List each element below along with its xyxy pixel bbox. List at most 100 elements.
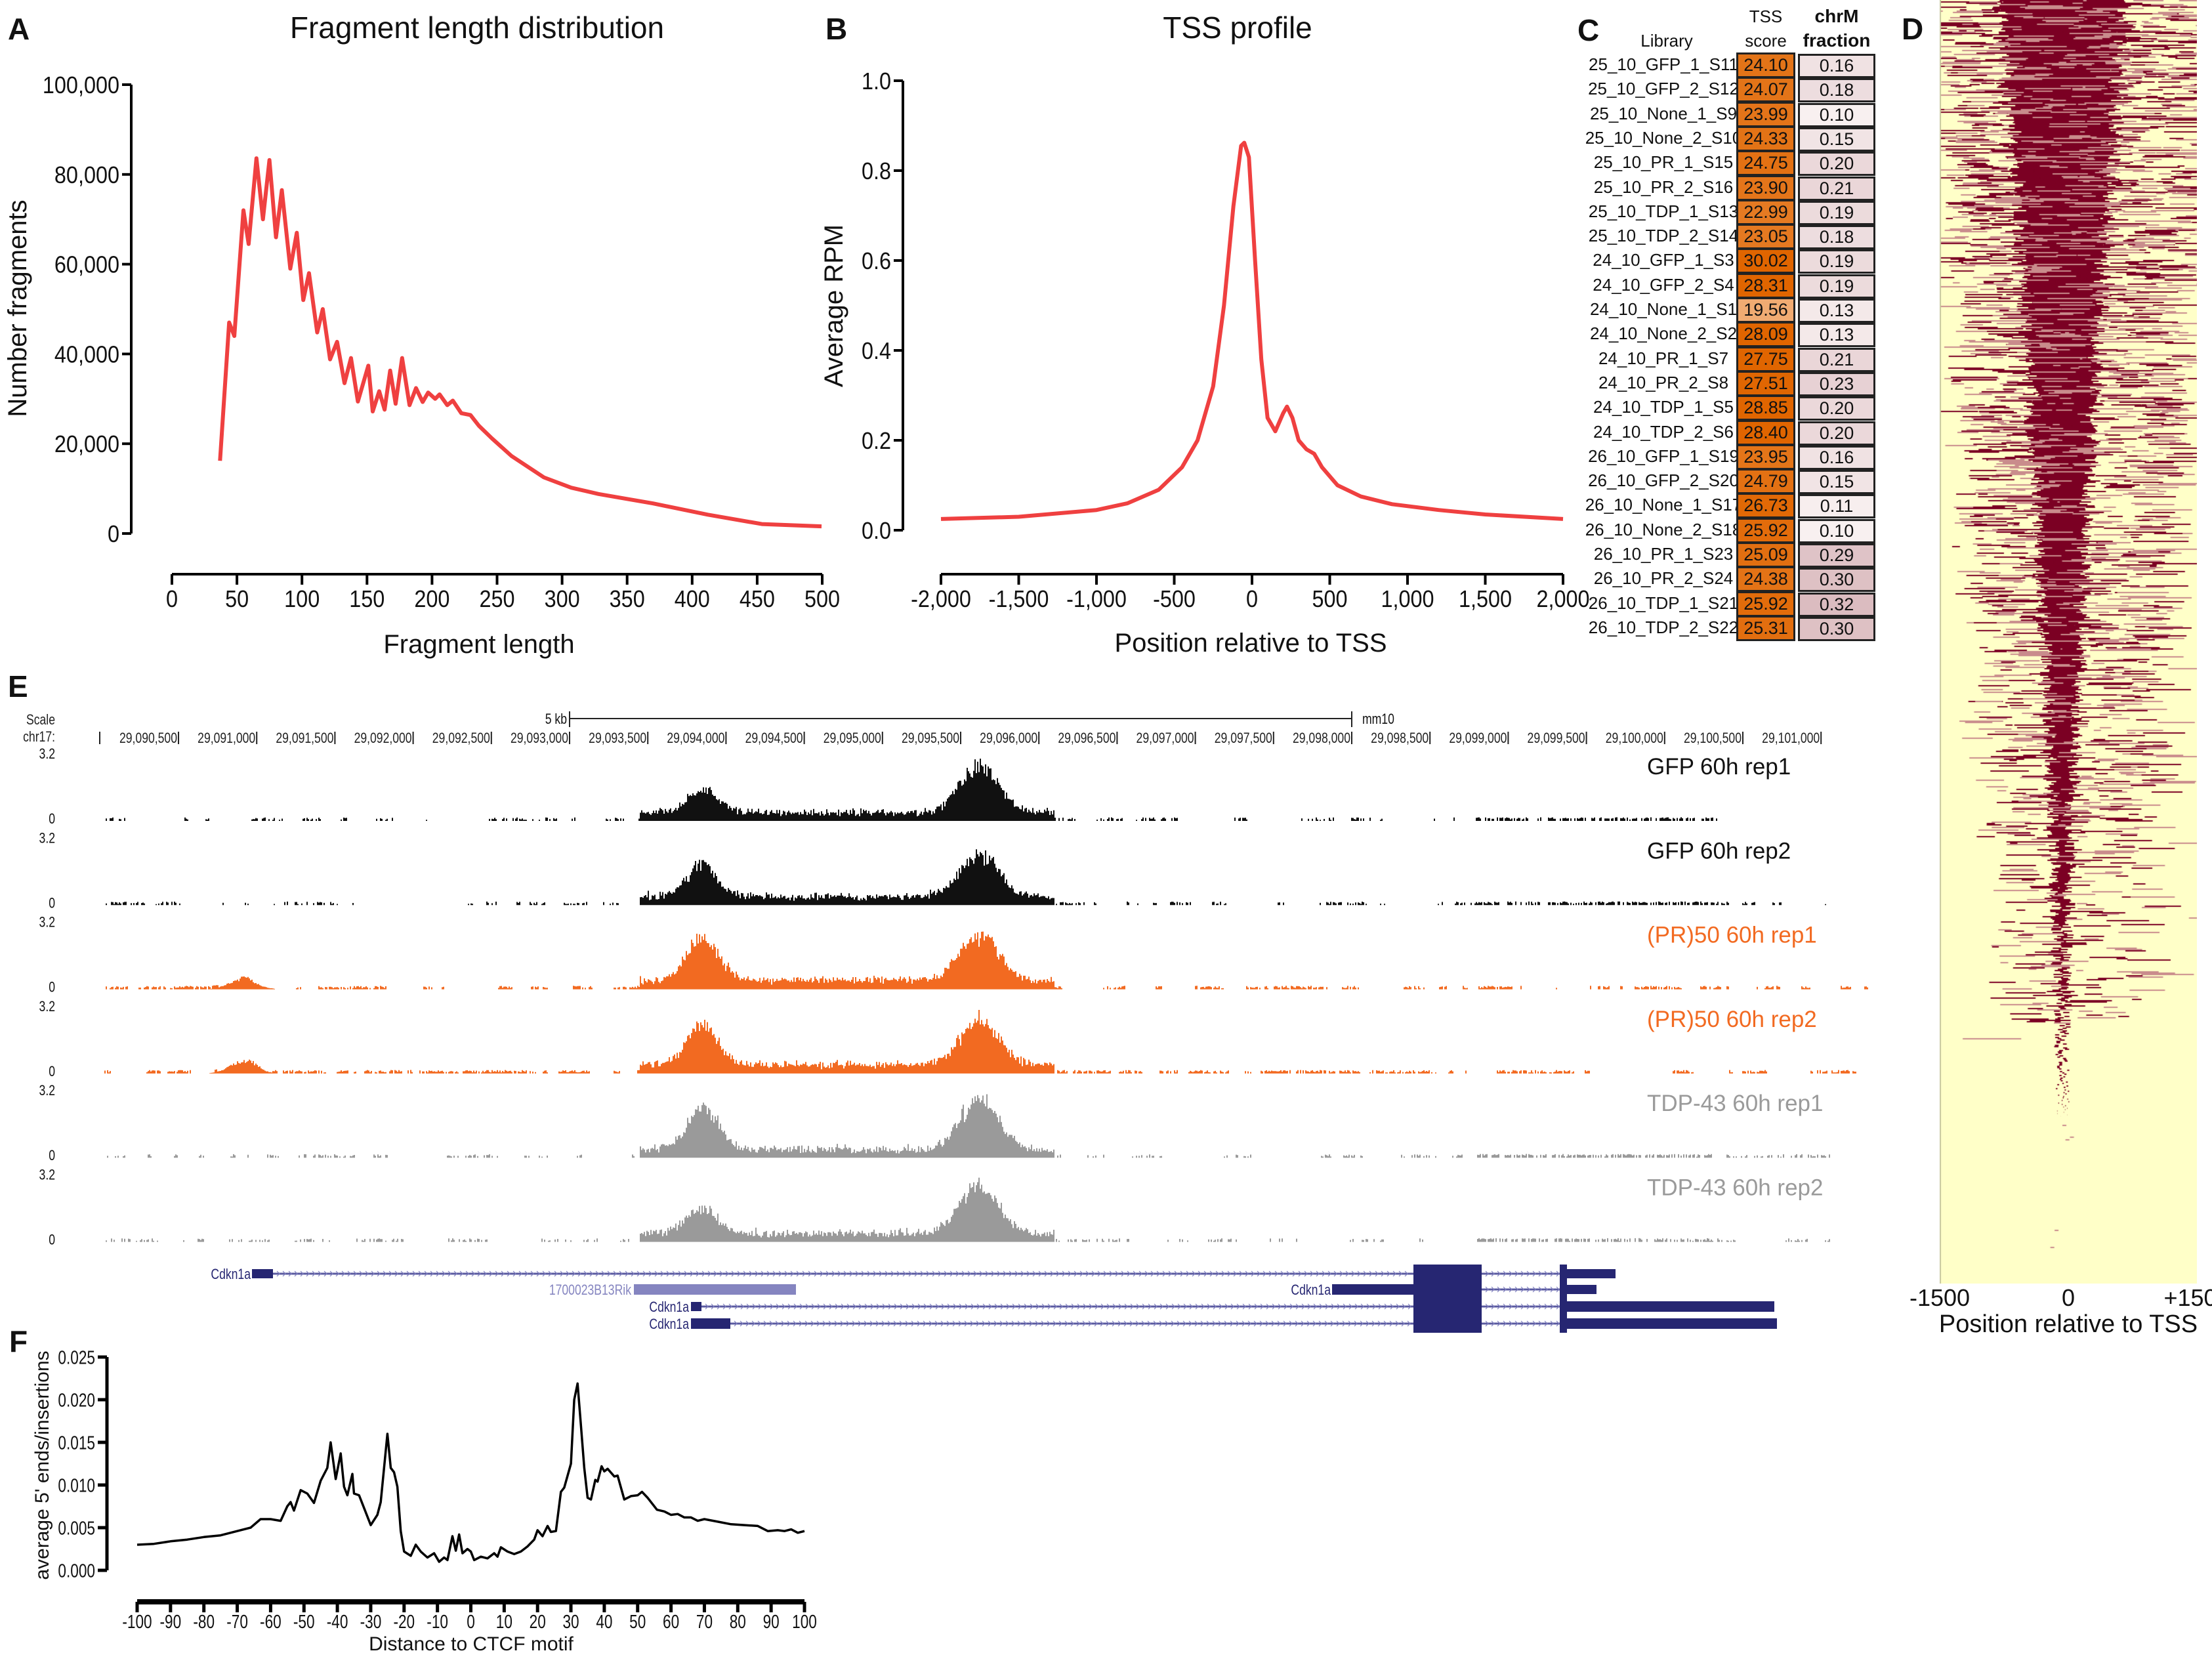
chrm-fraction-cell: 0.20 <box>1798 396 1875 421</box>
library-name: 25_10_TDP_2_S14 <box>1588 226 1739 246</box>
library-name: 25_10_GFP_1_S11 <box>1589 54 1738 74</box>
chart-A <box>122 83 824 585</box>
chrm-fraction-cell: 0.18 <box>1798 225 1875 250</box>
track-ymax-label: 3.2 <box>39 746 55 762</box>
chrm-fraction-cell: 0.10 <box>1798 518 1875 543</box>
tss-score-cell: 25.09 <box>1736 542 1795 568</box>
exon <box>1560 1280 1567 1299</box>
ruler-tick-label: 29,095,500 <box>902 730 959 746</box>
data-line <box>136 1382 805 1563</box>
tss-score-cell: 19.56 <box>1736 297 1795 323</box>
library-name: 24_10_PR_2_S8 <box>1598 372 1729 392</box>
x-tick-label: 150 <box>349 586 385 612</box>
tss-score-cell: 23.90 <box>1736 175 1795 201</box>
y-axis-label: Number fragments <box>3 199 32 417</box>
track-label: TDP-43 60h rep1 <box>1647 1091 1823 1116</box>
library-name: 25_10_TDP_1_S13 <box>1588 201 1739 221</box>
ruler-tick-label: 29,097,000 <box>1137 730 1194 746</box>
tss-heatmap <box>1940 0 2197 1284</box>
x-tick-label: 50 <box>629 1610 646 1632</box>
tss-score-cell: 24.75 <box>1736 150 1795 177</box>
panel-label-c: C <box>1577 13 1599 47</box>
scale-label: Scale <box>26 712 55 728</box>
track-label: TDP-43 60h rep2 <box>1647 1175 1823 1201</box>
strand-arrows <box>276 1270 1408 1277</box>
x-tick-label: -1,000 <box>1066 586 1127 612</box>
ruler-tick-label: 29,099,500 <box>1528 730 1585 746</box>
chrm-fraction-cell: 0.20 <box>1798 152 1875 177</box>
gene-label: Cdkn1a <box>1291 1282 1331 1298</box>
library-name: 24_10_GFP_1_S3 <box>1593 250 1734 270</box>
track-label: (PR)50 60h rep1 <box>1647 923 1817 948</box>
track-ymax-label: 3.2 <box>39 1167 55 1183</box>
ruler-tick-label: 29,092,000 <box>354 730 412 746</box>
ruler-tick-label: 29,094,500 <box>745 730 803 746</box>
heatmap-x-tick-label: -1500 <box>1909 1284 1970 1311</box>
y-tick-label: 1.0 <box>862 68 891 94</box>
library-name: 26_10_TDP_1_S21 <box>1588 593 1739 613</box>
chrm-fraction-cell: 0.21 <box>1798 347 1875 372</box>
panel-label-e: E <box>8 669 28 703</box>
tss-score-cell: 22.99 <box>1736 199 1795 225</box>
y-tick-label: 0.010 <box>58 1475 95 1496</box>
exon <box>1567 1269 1616 1278</box>
x-tick-label: -20 <box>393 1610 415 1632</box>
y-tick-label: 80,000 <box>54 162 119 188</box>
x-tick-label: 0 <box>166 586 178 612</box>
chrm-fraction-cell: 0.21 <box>1798 176 1875 201</box>
panel-label-a: A <box>8 12 30 46</box>
chrm-fraction-cell: 0.19 <box>1798 200 1875 225</box>
exon <box>1413 1297 1482 1316</box>
x-tick-label: 100 <box>284 586 320 612</box>
exon <box>1560 1265 1567 1283</box>
data-line <box>218 156 822 529</box>
x-tick-label: 40 <box>596 1610 612 1632</box>
header-library: Library <box>1640 31 1693 51</box>
x-tick-label: 0 <box>467 1610 475 1632</box>
strand-arrows <box>1485 1270 1560 1277</box>
x-tick-label: 1,000 <box>1381 586 1434 612</box>
chrm-fraction-cell: 0.16 <box>1798 445 1875 470</box>
ruler-tick-label: 29,095,000 <box>824 730 881 746</box>
exon <box>691 1318 730 1329</box>
chrm-fraction-cell: 0.30 <box>1798 616 1875 641</box>
ruler-tick-label: 29,097,500 <box>1215 730 1272 746</box>
tss-score-cell: 26.73 <box>1736 493 1795 519</box>
coverage-signal <box>106 759 1717 821</box>
coverage-signal <box>106 931 1868 990</box>
strand-arrows <box>1485 1286 1560 1293</box>
ruler-tick-label: 29,091,000 <box>198 730 255 746</box>
y-tick-label: 0.8 <box>862 158 891 184</box>
coverage-signal <box>104 1010 1856 1074</box>
ruler-tick-label: 29,091,500 <box>276 730 333 746</box>
track-label: (PR)50 60h rep2 <box>1647 1007 1817 1032</box>
x-tick-label: -60 <box>260 1610 282 1632</box>
ruler-tick-label: 29,096,000 <box>980 730 1037 746</box>
gene-label: Cdkn1a <box>211 1266 251 1282</box>
y-tick-label: 0.020 <box>58 1389 95 1411</box>
y-tick-label: 60,000 <box>54 252 119 278</box>
panel-label-d: D <box>1902 12 1923 46</box>
x-tick-label: 2,000 <box>1536 586 1589 612</box>
tss-score-cell: 27.75 <box>1736 346 1795 372</box>
chart-B <box>894 79 1564 585</box>
ruler-tick-label: 29,098,500 <box>1371 730 1429 746</box>
y-tick-label: 0.4 <box>862 338 891 364</box>
y-axis-label: average 5' ends/insertions <box>31 1350 53 1580</box>
x-tick-label: 400 <box>675 586 710 612</box>
x-tick-label: -2,000 <box>911 586 971 612</box>
chart-title: TSS profile <box>1163 10 1312 45</box>
chrm-fraction-cell: 0.30 <box>1798 568 1875 593</box>
x-tick-label: 350 <box>610 586 645 612</box>
panel-label-f: F <box>9 1324 28 1358</box>
x-tick-label: 300 <box>545 586 580 612</box>
x-tick-label: 90 <box>763 1610 780 1632</box>
chrm-fraction-cell: 0.32 <box>1798 592 1875 617</box>
track-label: GFP 60h rep1 <box>1647 754 1791 780</box>
chrom-label: chr17: <box>23 729 55 745</box>
chrm-fraction-cell: 0.19 <box>1798 249 1875 274</box>
x-tick-label: -40 <box>327 1610 348 1632</box>
track-label: GFP 60h rep2 <box>1647 838 1791 864</box>
chrm-fraction-cell: 0.10 <box>1798 102 1875 127</box>
